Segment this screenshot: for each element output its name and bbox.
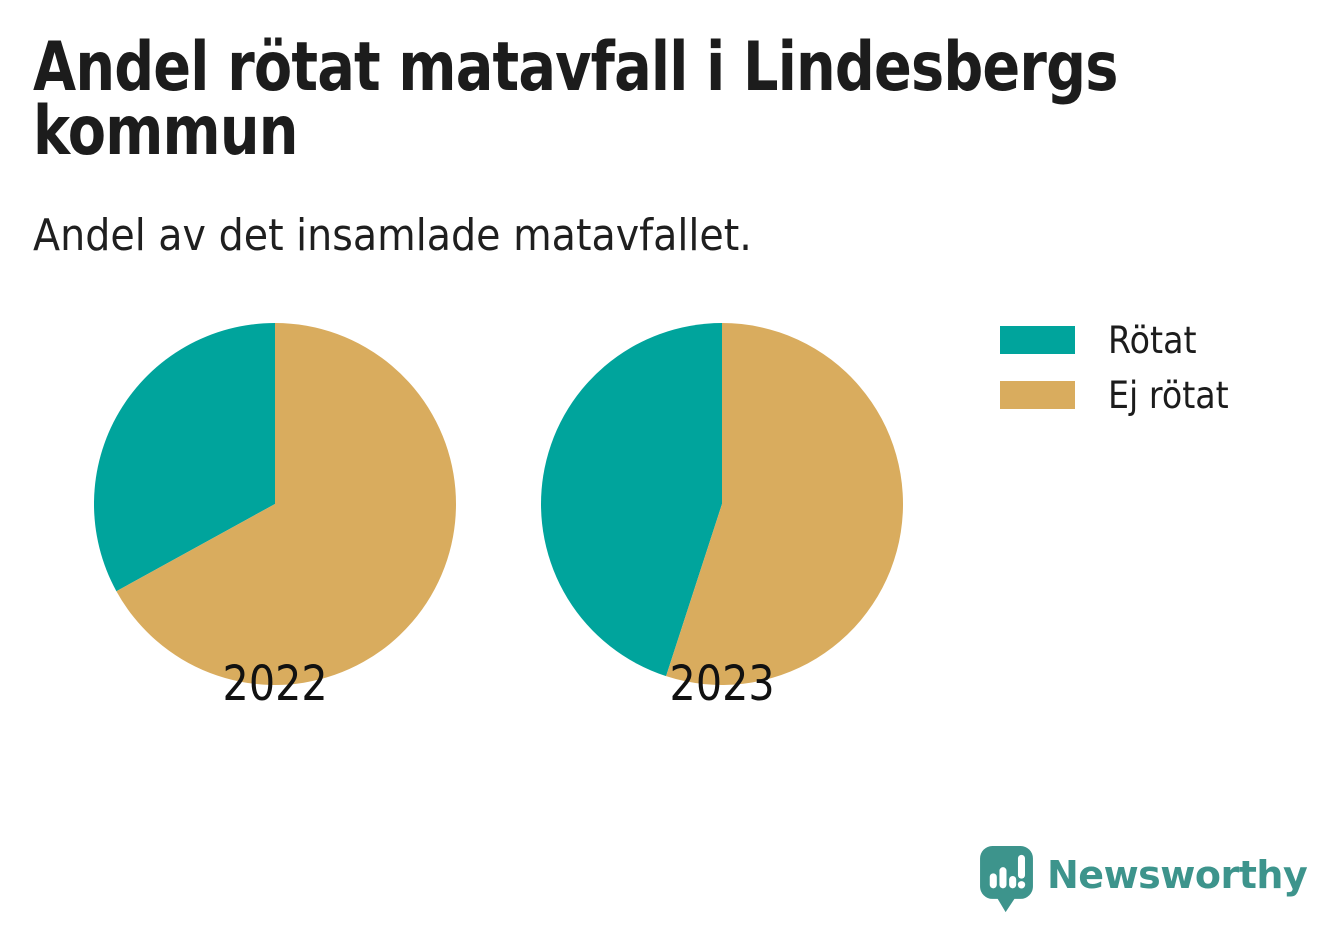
logo-bar-2 xyxy=(999,867,1007,889)
logo-exclamation-dot xyxy=(1017,881,1026,889)
pie-2022-label: 2022 xyxy=(222,656,328,712)
newsworthy-speech-bubble-chart-icon xyxy=(980,846,1033,913)
logo-exclamation-bar xyxy=(1017,854,1026,879)
pie-2023-svg xyxy=(541,323,904,685)
logo-bar-1 xyxy=(989,873,997,889)
pie-2023-label: 2023 xyxy=(669,656,775,712)
legend-label-rotat: Rötat xyxy=(1108,318,1197,362)
newsworthy-logo-text: Newsworthy xyxy=(1047,853,1308,897)
pie-slice-ej-rötat xyxy=(116,323,457,685)
chart-title-line-1: Andel rötat matavfall i Lindesbergs xyxy=(33,28,1118,107)
pie-chart-2023: 2023 xyxy=(540,322,904,722)
legend-label-ej-rotat: Ej rötat xyxy=(1108,373,1229,417)
pie-chart-2022: 2022 xyxy=(93,322,457,722)
chart-title: Andel rötat matavfall i Lindesbergs komm… xyxy=(33,28,1322,171)
pie-2022-svg xyxy=(94,323,457,685)
legend: Rötat Ej rötat xyxy=(1000,322,1242,436)
legend-item-ej-rotat: Ej rötat xyxy=(1000,377,1242,414)
chart-subtitle: Andel av det insamlade matavfallet. xyxy=(33,210,752,261)
legend-item-rotat: Rötat xyxy=(1000,322,1242,359)
pie-slice-rötat xyxy=(541,323,722,677)
chart-title-line-2: kommun xyxy=(33,92,298,171)
pie-slice-ej-rötat xyxy=(666,323,904,685)
pie-slice-rötat xyxy=(94,323,276,592)
newsworthy-logo: Newsworthy xyxy=(980,846,1308,913)
legend-swatch-ej-rotat xyxy=(1000,381,1075,409)
legend-swatch-rotat xyxy=(1000,326,1075,354)
logo-bar-3 xyxy=(1009,875,1017,889)
